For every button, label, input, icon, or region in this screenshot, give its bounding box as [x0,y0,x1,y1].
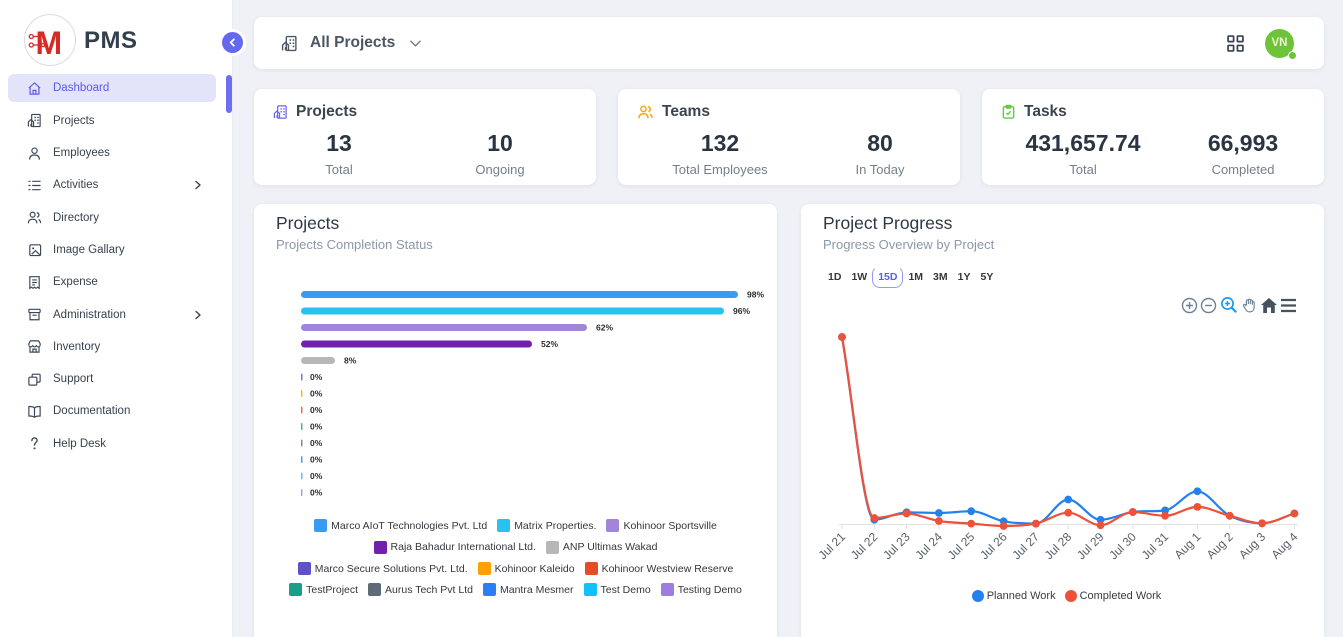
svg-text:Jul 24: Jul 24 [912,529,945,562]
svg-text:Jul 26: Jul 26 [977,529,1010,562]
svg-text:Jul 23: Jul 23 [880,529,913,562]
svg-text:Jul 27: Jul 27 [1009,529,1042,562]
svg-text:0%: 0% [310,488,323,498]
svg-text:0%: 0% [310,455,323,465]
svg-text:8%: 8% [344,356,357,366]
svg-text:0%: 0% [310,389,323,399]
svg-text:Jul 21: Jul 21 [816,529,849,562]
svg-text:62%: 62% [596,323,613,333]
svg-text:Jul 31: Jul 31 [1139,529,1172,562]
svg-text:Jul 30: Jul 30 [1106,529,1139,562]
svg-text:Jul 29: Jul 29 [1074,529,1107,562]
svg-text:96%: 96% [733,306,750,316]
svg-text:0%: 0% [310,405,323,415]
svg-text:98%: 98% [747,290,764,300]
svg-text:Aug 2: Aug 2 [1204,529,1236,561]
svg-text:Jul 25: Jul 25 [945,529,978,562]
svg-text:M: M [36,25,63,61]
svg-text:0%: 0% [310,372,323,382]
svg-text:0%: 0% [310,422,323,432]
svg-text:0%: 0% [310,471,323,481]
svg-text:Jul 28: Jul 28 [1042,529,1075,562]
svg-text:Aug 1: Aug 1 [1171,529,1203,561]
svg-text:52%: 52% [541,339,558,349]
svg-text:Aug 4: Aug 4 [1268,529,1300,561]
svg-text:Jul 22: Jul 22 [848,529,881,562]
svg-text:Aug 3: Aug 3 [1236,529,1268,561]
svg-text:0%: 0% [310,438,323,448]
